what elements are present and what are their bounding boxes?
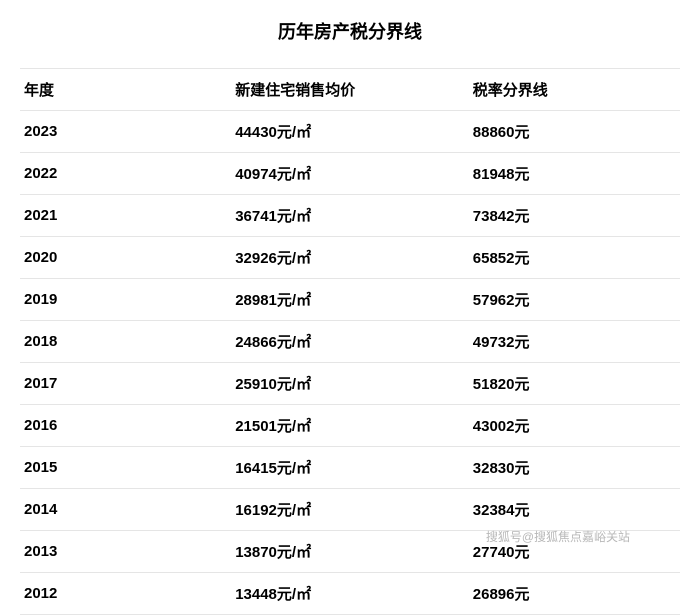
table-cell: 81948元: [469, 153, 680, 195]
table-cell: 21501元/㎡: [231, 405, 469, 447]
table-cell: 73842元: [469, 195, 680, 237]
table-cell: 40974元/㎡: [231, 153, 469, 195]
table-row: 201725910元/㎡51820元: [20, 363, 680, 405]
table-cell: 32926元/㎡: [231, 237, 469, 279]
table-row: 202240974元/㎡81948元: [20, 153, 680, 195]
table-cell: 2023: [20, 111, 231, 153]
table-cell: 43002元: [469, 405, 680, 447]
table-cell: 2012: [20, 573, 231, 615]
table-cell: 16192元/㎡: [231, 489, 469, 531]
watermark-text: 搜狐号@搜狐焦点嘉峪关站: [486, 528, 630, 545]
table-row: 201416192元/㎡32384元: [20, 489, 680, 531]
table-cell: 2014: [20, 489, 231, 531]
table-cell: 16415元/㎡: [231, 447, 469, 489]
table-row: 202032926元/㎡65852元: [20, 237, 680, 279]
table-cell: 44430元/㎡: [231, 111, 469, 153]
page-title: 历年房产税分界线: [20, 18, 680, 44]
table-cell: 2022: [20, 153, 231, 195]
table-cell: 65852元: [469, 237, 680, 279]
table-cell: 28981元/㎡: [231, 279, 469, 321]
table-row: 201213448元/㎡26896元: [20, 573, 680, 615]
table-row: 202344430元/㎡88860元: [20, 111, 680, 153]
table-cell: 2021: [20, 195, 231, 237]
table-cell: 36741元/㎡: [231, 195, 469, 237]
table-cell: 24866元/㎡: [231, 321, 469, 363]
table-cell: 2018: [20, 321, 231, 363]
table-cell: 32384元: [469, 489, 680, 531]
table-cell: 49732元: [469, 321, 680, 363]
table-row: 201516415元/㎡32830元: [20, 447, 680, 489]
table-cell: 2019: [20, 279, 231, 321]
table-row: 202136741元/㎡73842元: [20, 195, 680, 237]
table-cell: 32830元: [469, 447, 680, 489]
table-header-row: 年度 新建住宅销售均价 税率分界线: [20, 69, 680, 111]
col-header-price: 新建住宅销售均价: [231, 69, 469, 111]
table-cell: 57962元: [469, 279, 680, 321]
table-cell: 2015: [20, 447, 231, 489]
table-row: 201824866元/㎡49732元: [20, 321, 680, 363]
col-header-threshold: 税率分界线: [469, 69, 680, 111]
table-cell: 13448元/㎡: [231, 573, 469, 615]
col-header-year: 年度: [20, 69, 231, 111]
table-cell: 2016: [20, 405, 231, 447]
table-cell: 88860元: [469, 111, 680, 153]
table-cell: 2020: [20, 237, 231, 279]
table-cell: 51820元: [469, 363, 680, 405]
table-cell: 2013: [20, 531, 231, 573]
table-row: 201928981元/㎡57962元: [20, 279, 680, 321]
table-row: 201621501元/㎡43002元: [20, 405, 680, 447]
table-cell: 13870元/㎡: [231, 531, 469, 573]
table-container: 历年房产税分界线 年度 新建住宅销售均价 税率分界线 202344430元/㎡8…: [0, 0, 700, 615]
table-cell: 26896元: [469, 573, 680, 615]
table-cell: 2017: [20, 363, 231, 405]
table-cell: 25910元/㎡: [231, 363, 469, 405]
